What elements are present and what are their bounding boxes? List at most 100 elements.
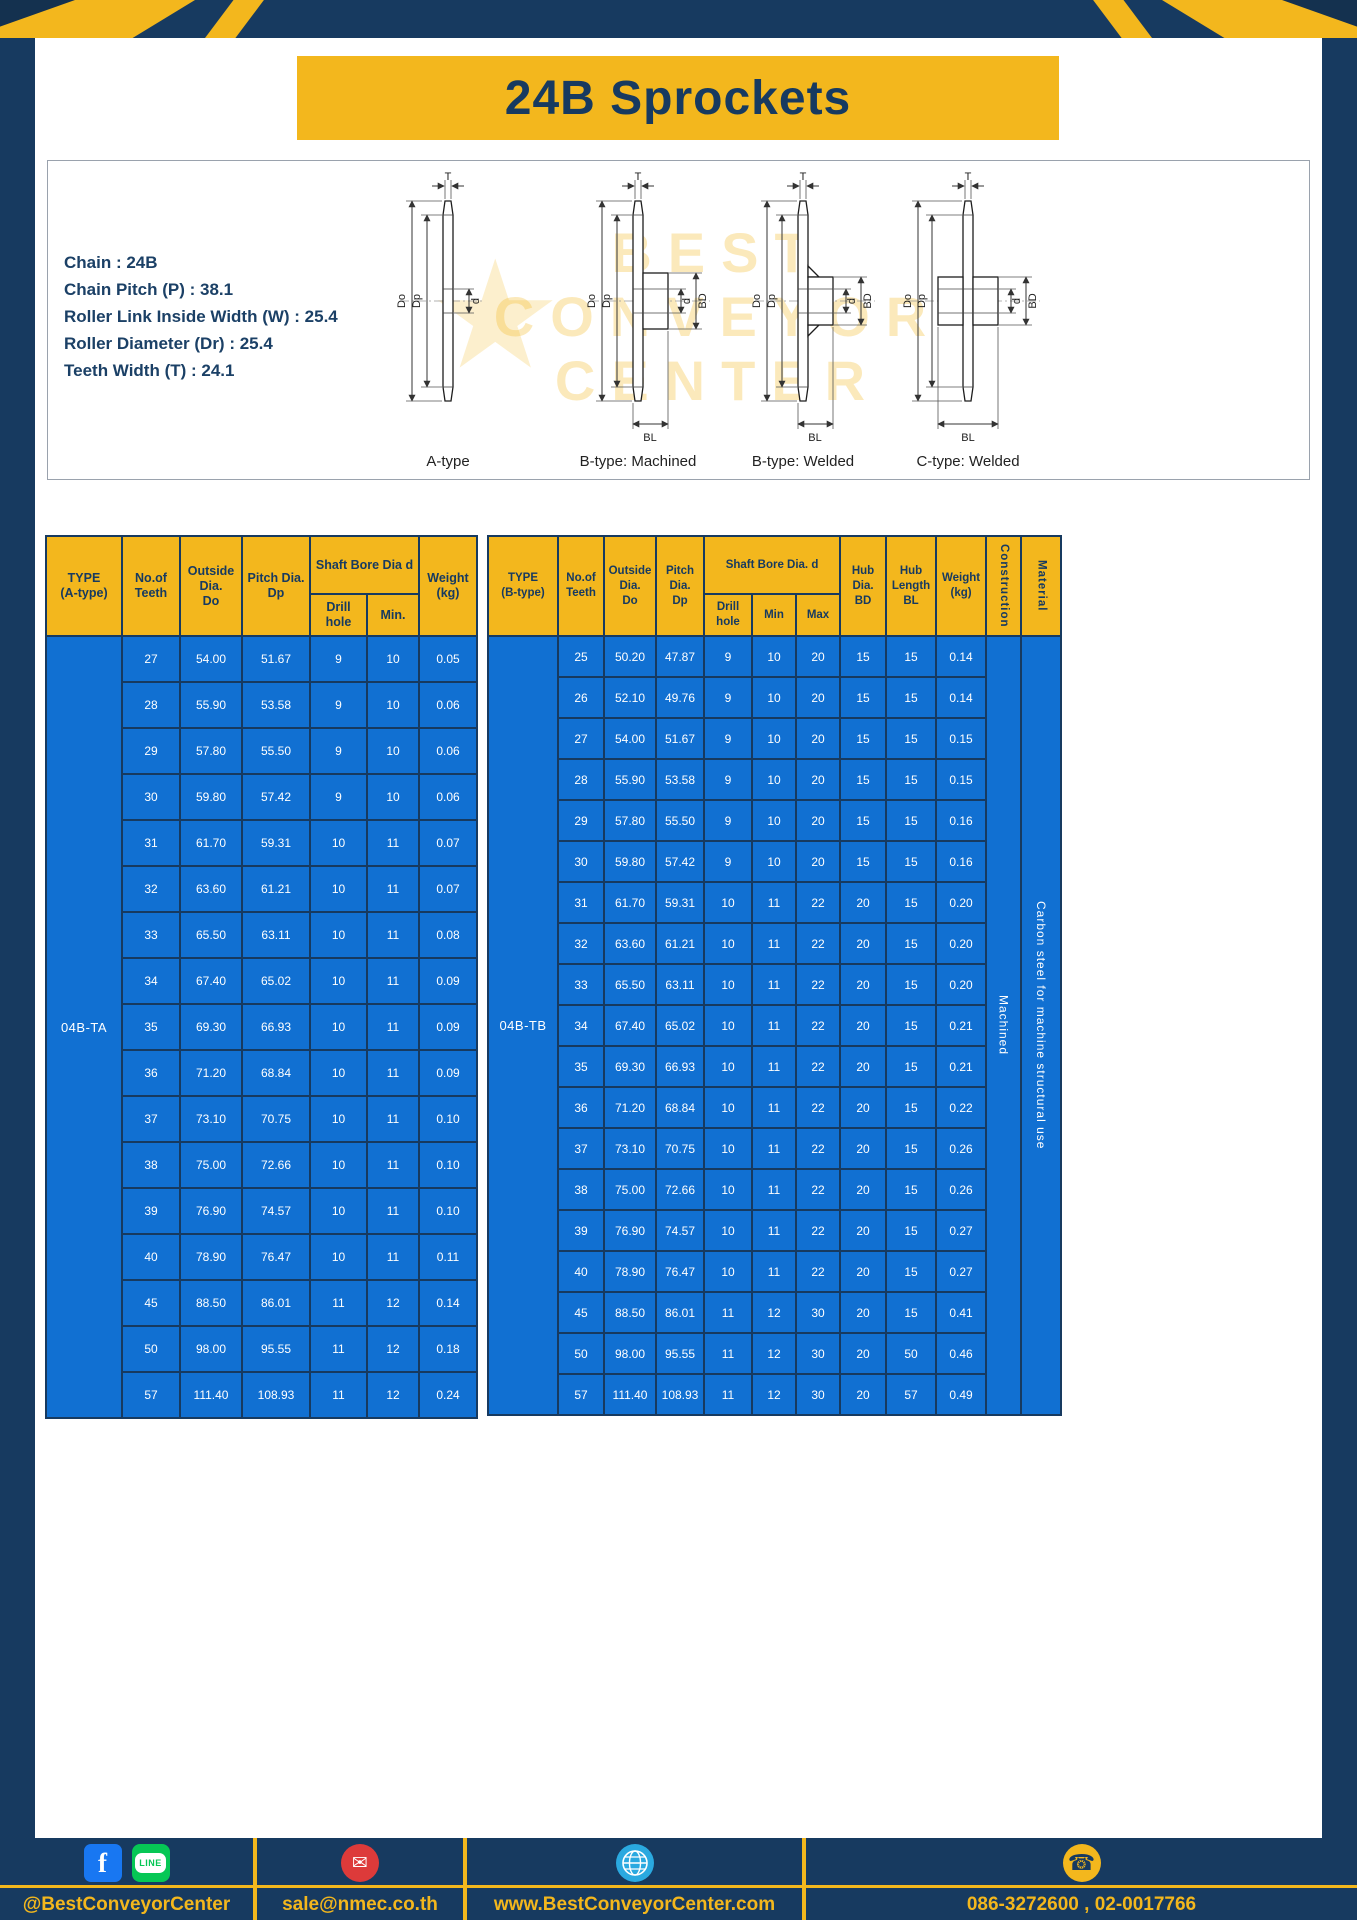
table-cell: 30: [121, 773, 181, 821]
table-cell: 11: [751, 922, 797, 965]
caption-a-type: A-type: [426, 453, 470, 470]
table-cell: 57: [557, 1373, 605, 1416]
dim-label-t: T: [800, 171, 807, 183]
table-cell: 15: [885, 1291, 938, 1334]
table-cell: 15: [839, 676, 888, 719]
table-cell: 30: [557, 840, 605, 883]
table-cell: 10: [309, 957, 368, 1005]
table-cell: 22: [794, 963, 842, 1006]
dim-label-bd: BD: [697, 293, 709, 308]
table-cell: 0.20: [935, 922, 988, 965]
table-cell: 20: [839, 1004, 888, 1047]
table-cell: 0.46: [935, 1332, 988, 1375]
globe-icon: [615, 1844, 654, 1882]
table-row: 04B-TA 27 54.00 51.67 9 10 0.05: [45, 635, 478, 1419]
header-max: Max: [794, 593, 842, 637]
table-cell: 75.00: [179, 1141, 243, 1189]
table-row: 32 63.60 61.21 10 11 22 20 15 0.20: [488, 922, 1061, 965]
table-cell: 9: [309, 635, 368, 683]
table-cell: 11: [751, 1209, 797, 1252]
table-cell: 15: [885, 963, 938, 1006]
table-cell: 11: [751, 1127, 797, 1170]
table-cell: 0.20: [935, 963, 988, 1006]
footer-social-handle: @BestConveyorCenter: [22, 1894, 231, 1915]
table-cell: 10: [309, 911, 368, 959]
table-cell: 66.93: [655, 1045, 705, 1088]
table-row: 28 55.90 53.58 9 10 0.06: [46, 681, 478, 729]
footer-divider-line: [0, 1885, 1357, 1888]
table-row: 40 78.90 76.47 10 11 22 20 15 0.27: [488, 1250, 1061, 1293]
table-cell: 0.27: [935, 1209, 988, 1252]
table-cell: 20: [794, 758, 842, 801]
table-cell: 11: [309, 1371, 368, 1419]
dim-label-bd: BD: [1027, 293, 1039, 308]
table-cell: 15: [885, 1209, 938, 1252]
table-cell: 0.41: [935, 1291, 988, 1334]
table-cell: 0.09: [418, 1003, 478, 1051]
table-cell: 12: [366, 1371, 420, 1419]
table-cell: 9: [309, 681, 368, 729]
table-cell: 0.18: [418, 1325, 478, 1373]
table-cell: 54.00: [603, 717, 657, 760]
header-material: Material: [1020, 535, 1063, 637]
table-cell: 0.10: [418, 1141, 478, 1189]
table-cell: 0.10: [418, 1095, 478, 1143]
table-cell: 10: [309, 1049, 368, 1097]
table-cell: 61.70: [603, 881, 657, 924]
table-row: 39 76.90 74.57 10 11 0.10: [46, 1187, 478, 1235]
table-cell: 69.30: [603, 1045, 657, 1088]
table-row: 35 69.30 66.93 10 11 22 20 15 0.21: [488, 1045, 1061, 1088]
table-cell: 10: [751, 840, 797, 883]
header-construction: Construction: [985, 535, 1023, 637]
table-cell: 10: [703, 1004, 753, 1047]
footer-email-section: ✉ sale@nmec.co.th: [257, 1838, 467, 1920]
dim-label-bl: BL: [808, 432, 821, 444]
table-cell: 11: [366, 1049, 420, 1097]
table-cell: 0.27: [935, 1250, 988, 1293]
dim-label-do: Do: [751, 294, 763, 308]
table-cell: 73.10: [603, 1127, 657, 1170]
dim-label-dp: Dp: [766, 294, 778, 308]
table-row: 26 52.10 49.76 9 10 20 15 15 0.14: [488, 676, 1061, 719]
table-b-body: 04B-TB 25 50.20 47.87 9 10 20 15 15 0.14 Machined C…: [487, 635, 1063, 1416]
table-cell: 22: [794, 1250, 842, 1293]
header-shaft-bore: Shaft Bore Dia d: [309, 535, 420, 595]
table-cell: 88.50: [179, 1279, 243, 1327]
table-cell: 0.06: [418, 681, 478, 729]
table-row: 31 61.70 59.31 10 11 0.07: [46, 819, 478, 867]
chain-spec-block: Chain : 24B Chain Pitch (P) : 38.1 Rolle…: [64, 249, 338, 384]
table-cell: 63.11: [241, 911, 311, 959]
table-cell: 22: [794, 1127, 842, 1170]
table-cell: 76.90: [179, 1187, 243, 1235]
table-cell: 11: [366, 819, 420, 867]
table-cell: 59.80: [179, 773, 243, 821]
table-cell: 28: [121, 681, 181, 729]
table-cell: 20: [839, 922, 888, 965]
table-cell: 12: [751, 1373, 797, 1416]
table-a-header: TYPE (A-type) No.of Teeth Outside Dia. D…: [45, 535, 478, 637]
dim-label-bl: BL: [961, 432, 974, 444]
table-cell: 20: [839, 1168, 888, 1211]
table-cell: 74.57: [655, 1209, 705, 1252]
table-cell: 0.14: [935, 635, 988, 678]
table-row: 31 61.70 59.31 10 11 22 20 15 0.20: [488, 881, 1061, 924]
table-row: 38 75.00 72.66 10 11 0.10: [46, 1141, 478, 1189]
table-cell: 45: [557, 1291, 605, 1334]
table-cell: 0.11: [418, 1233, 478, 1281]
table-cell: 55.50: [655, 799, 705, 842]
table-cell: 86.01: [241, 1279, 311, 1327]
facebook-icon: f: [83, 1844, 122, 1882]
table-cell: 30: [794, 1332, 842, 1375]
table-b-header: TYPE (B-type) No.of Teeth Outside Dia. D…: [487, 535, 1063, 637]
table-cell: 0.24: [418, 1371, 478, 1419]
table-cell: 71.20: [179, 1049, 243, 1097]
table-cell: 30: [794, 1291, 842, 1334]
footer-phone-numbers: 086-3272600 , 02-0017766: [966, 1894, 1197, 1915]
table-cell: 15: [885, 1004, 938, 1047]
table-cell: 10: [309, 1233, 368, 1281]
table-cell: 27: [121, 635, 181, 683]
table-cell: 0.26: [935, 1168, 988, 1211]
table-cell: 31: [557, 881, 605, 924]
title-banner: 24B Sprockets: [297, 56, 1059, 140]
table-cell: 72.66: [655, 1168, 705, 1211]
